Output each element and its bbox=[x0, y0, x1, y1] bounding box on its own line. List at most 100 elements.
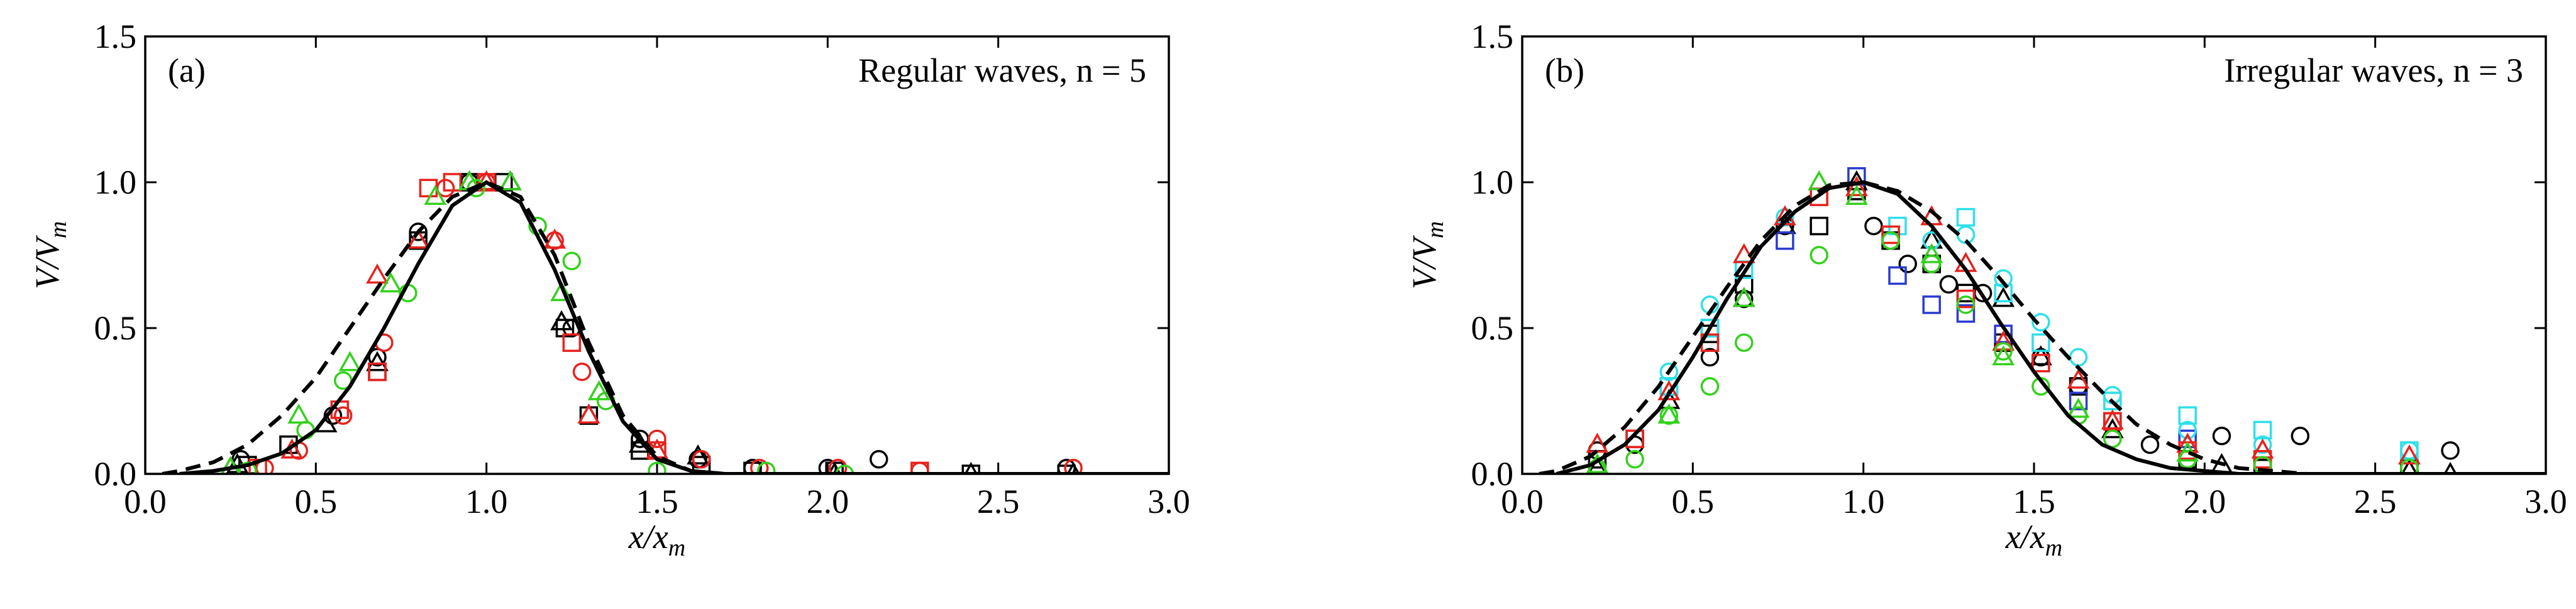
marker-square bbox=[1922, 295, 1941, 314]
marker-circle bbox=[750, 458, 769, 474]
marker-circle bbox=[2441, 441, 2460, 460]
marker-circle bbox=[1994, 342, 2013, 361]
marker-triangle bbox=[2397, 444, 2421, 464]
marker-triangle bbox=[379, 272, 402, 293]
y-tick-label: 1.0 bbox=[1471, 163, 1514, 201]
marker-square bbox=[2253, 450, 2272, 469]
marker-triangle bbox=[543, 228, 567, 249]
marker-triangle bbox=[2401, 459, 2418, 474]
x-axis-label-main: x/x bbox=[628, 518, 668, 556]
marker-circle bbox=[756, 461, 776, 474]
x-tick-label: 0.0 bbox=[1501, 483, 1544, 520]
marker-circle bbox=[1810, 246, 1828, 265]
marker-triangle bbox=[1657, 380, 1681, 400]
x-tick-label: 3.0 bbox=[2524, 483, 2567, 520]
marker-circle bbox=[1922, 231, 1941, 250]
marker-circle bbox=[1939, 275, 1959, 294]
x-tick-label: 1.0 bbox=[1842, 483, 1885, 520]
x-axis-label-sub: m bbox=[2045, 535, 2062, 561]
marker-circle bbox=[910, 461, 929, 474]
marker-square bbox=[1956, 304, 1976, 323]
marker-circle bbox=[648, 429, 666, 449]
marker-circle bbox=[1994, 269, 2013, 288]
y-axis-label-sub: m bbox=[1422, 221, 1449, 238]
marker-square bbox=[1881, 225, 1900, 244]
y-axis-label-main: V/V bbox=[1405, 234, 1443, 289]
marker-circle bbox=[1881, 231, 1900, 250]
y-axis-label-main: V/V bbox=[28, 234, 66, 289]
marker-circle bbox=[648, 461, 666, 474]
marker-triangle bbox=[499, 170, 522, 190]
marker-circle bbox=[1700, 377, 1720, 396]
marker-triangle bbox=[366, 263, 389, 284]
marker-square bbox=[1776, 231, 1794, 250]
marker-circle bbox=[1625, 450, 1644, 469]
marker-circle bbox=[835, 464, 854, 474]
y-tick-label: 1.5 bbox=[1471, 18, 1514, 55]
marker-circle bbox=[1864, 216, 1883, 236]
marker-circle bbox=[2291, 426, 2310, 446]
y-tick-label: 1.5 bbox=[94, 18, 137, 55]
data bbox=[1539, 167, 2546, 474]
panel: 0.0 0.5 1.0 1.5 2.0 2.5 3.0 0.0 0.5 1.0 1.5 (b) Irre… bbox=[1405, 18, 2567, 561]
marker-triangle bbox=[577, 403, 600, 424]
x-tick-label: 2.0 bbox=[2184, 483, 2226, 520]
marker-triangle bbox=[1587, 456, 1608, 474]
marker-triangle bbox=[287, 403, 311, 424]
x-tick-label: 1.5 bbox=[2013, 483, 2055, 520]
marker-circle bbox=[2140, 435, 2160, 454]
marker-circle bbox=[2032, 312, 2050, 332]
marker-square bbox=[2032, 353, 2050, 373]
x-tick-label: 1.5 bbox=[636, 483, 678, 520]
marker-triangle bbox=[424, 185, 447, 205]
marker-circle bbox=[1700, 348, 1720, 367]
marker-triangle bbox=[2067, 368, 2090, 389]
marker-triangle bbox=[1992, 287, 2015, 307]
curve bbox=[179, 180, 1169, 474]
marker-square bbox=[1625, 429, 1644, 449]
marker-circle bbox=[2069, 348, 2088, 367]
curve bbox=[1556, 180, 2546, 474]
marker-circle bbox=[692, 450, 711, 469]
x-tick-label: 2.5 bbox=[977, 483, 1020, 520]
marker-circle bbox=[1734, 333, 1754, 352]
marker-square bbox=[562, 333, 582, 352]
marker-circle bbox=[2400, 458, 2419, 474]
marker-circle bbox=[869, 450, 888, 469]
marker-triangle bbox=[1845, 185, 1868, 205]
marker-triangle bbox=[1845, 176, 1868, 197]
marker-square bbox=[2178, 429, 2197, 449]
marker-circle bbox=[2178, 420, 2197, 440]
x-tick-label: 2.5 bbox=[2354, 483, 2397, 520]
y-tick-label: 1.0 bbox=[94, 163, 137, 201]
marker-square bbox=[443, 173, 462, 192]
marker-circle bbox=[1956, 295, 1976, 314]
annotation: Irregular waves, n = 3 bbox=[2224, 52, 2523, 89]
marker-circle bbox=[2253, 435, 2272, 454]
y-tick-label: 0.0 bbox=[94, 455, 137, 493]
x-tick-label: 3.0 bbox=[1147, 483, 1190, 520]
marker-circle bbox=[1064, 458, 1083, 474]
marker-circle bbox=[1659, 362, 1679, 381]
marker-square bbox=[2103, 392, 2122, 410]
marker-square bbox=[2032, 333, 2050, 352]
y-axis-label: V/Vm bbox=[28, 221, 72, 289]
marker-triangle bbox=[550, 281, 573, 302]
marker-triangle bbox=[1657, 403, 1681, 424]
marker-circle bbox=[333, 406, 353, 425]
x-axis-label: x/xm bbox=[628, 518, 685, 561]
x-tick-label: 2.0 bbox=[807, 483, 849, 520]
marker-triangle bbox=[1732, 243, 1755, 263]
marker-triangle bbox=[407, 228, 430, 249]
marker-circle bbox=[828, 458, 848, 474]
marker-square bbox=[910, 461, 929, 474]
panel-label: (b) bbox=[1545, 52, 1584, 89]
panel: 0.0 0.5 1.0 1.5 2.0 2.5 3.0 0.0 0.5 1.0 1.5 (a) Regu… bbox=[28, 18, 1190, 561]
y-tick-label: 0.5 bbox=[1471, 309, 1514, 347]
marker-triangle bbox=[2067, 397, 2090, 418]
marker-square bbox=[1810, 216, 1828, 236]
marker-square bbox=[2103, 412, 2122, 431]
x-axis-label-main: x/x bbox=[2005, 518, 2045, 556]
marker-circle bbox=[238, 461, 257, 474]
